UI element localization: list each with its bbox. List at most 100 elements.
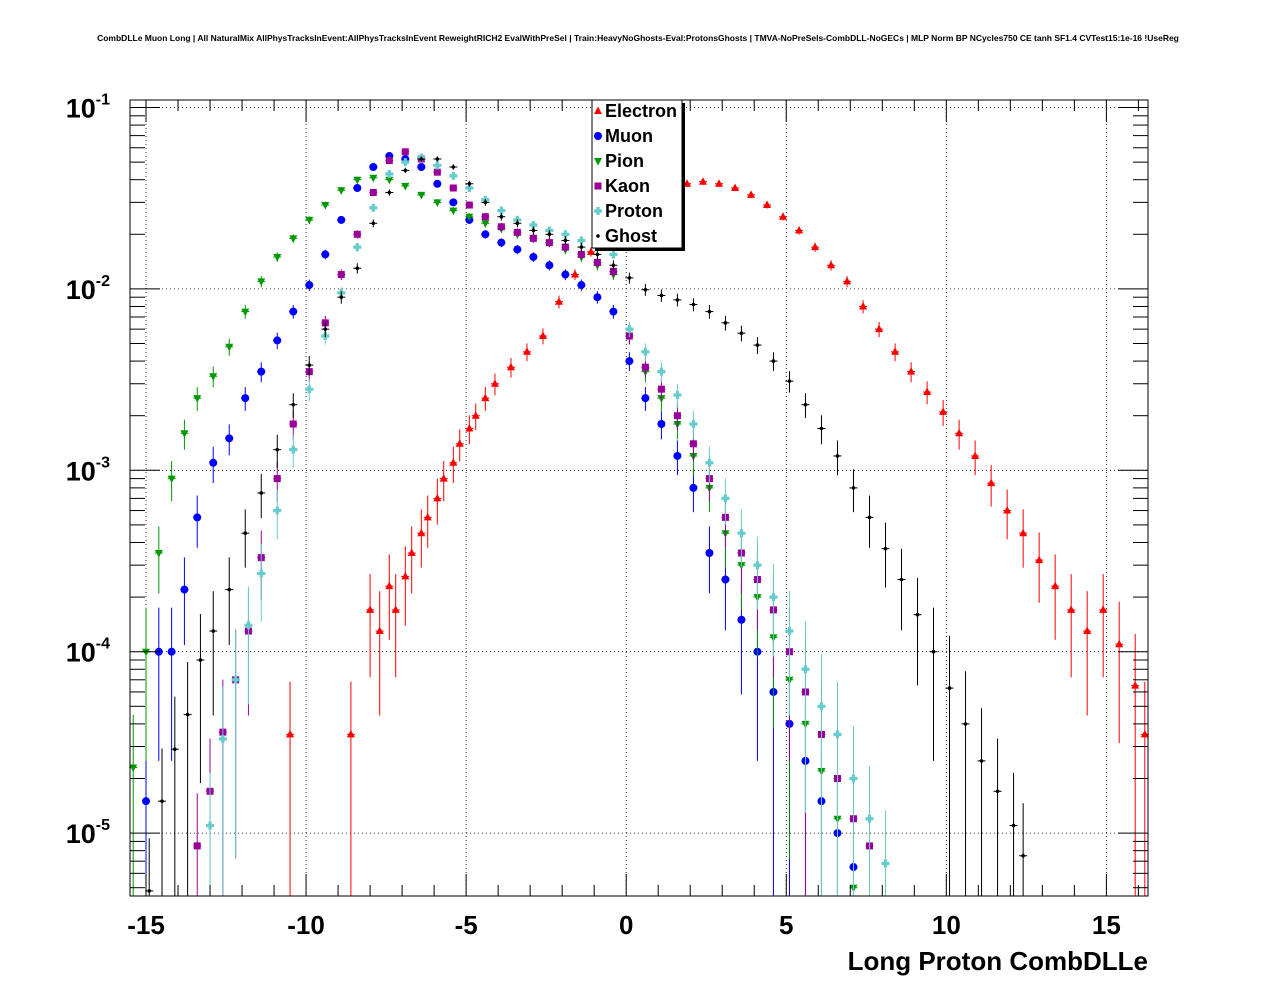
ghost-point	[185, 712, 190, 717]
ghost-point	[627, 276, 632, 280]
ghost-point	[515, 221, 520, 226]
series-muon	[142, 152, 858, 896]
proton-point	[817, 702, 826, 711]
y-tick-label: 10-4	[66, 636, 110, 668]
y-tick-label: 10-5	[66, 817, 110, 849]
muon-point	[167, 647, 176, 656]
muon-point	[721, 575, 730, 584]
electron-point	[907, 367, 916, 375]
muon-point	[289, 307, 298, 316]
muon-point	[449, 198, 458, 207]
ghost-point	[771, 359, 776, 363]
ghost-point	[867, 515, 872, 520]
legend-marker-proton	[594, 207, 603, 215]
ghost-point	[659, 293, 664, 298]
kaon-point	[465, 201, 473, 209]
muon-point	[241, 394, 250, 403]
pion-point	[465, 213, 474, 222]
ghost-point	[198, 658, 203, 662]
ghost-point	[611, 263, 616, 268]
electron-point	[439, 474, 448, 482]
electron-point	[465, 423, 474, 432]
proton-point	[218, 735, 227, 744]
muon-point	[577, 281, 586, 290]
ghost-point	[275, 447, 280, 452]
proton-point	[737, 529, 746, 538]
ghost-point	[675, 298, 680, 302]
kaon-point	[337, 271, 345, 279]
ghost-point	[371, 221, 376, 226]
legend-label-proton: Proton	[605, 201, 663, 221]
y-tick-label: 10-3	[66, 454, 110, 486]
kaon-point	[481, 213, 489, 221]
legend: Electron Muon Pion Kaon Proton Ghost	[591, 99, 685, 251]
pion-point	[321, 202, 330, 210]
electron-point	[859, 301, 868, 310]
electron-point	[1131, 681, 1140, 689]
electron-point	[286, 729, 295, 738]
x-tick-label: 5	[779, 910, 793, 940]
kaon-point	[545, 239, 553, 247]
proton-point	[369, 203, 378, 212]
legend-label-muon: Muon	[605, 126, 653, 146]
proton-point	[257, 569, 266, 578]
electron-point	[570, 270, 579, 278]
kaon-point	[289, 420, 297, 428]
proton-point	[385, 169, 394, 178]
muon-point	[209, 458, 218, 467]
electron-point	[449, 458, 458, 466]
legend-marker-ghost	[596, 234, 600, 238]
ghost-point	[643, 287, 648, 292]
muon-point	[417, 162, 426, 171]
electron-point	[1019, 528, 1028, 537]
electron-point	[827, 260, 836, 269]
electron-point	[1051, 581, 1060, 590]
ghost-point	[173, 747, 177, 752]
ghost-point	[547, 232, 552, 237]
ghost-point	[851, 486, 856, 490]
x-axis-label: Long Proton CombDLLe	[848, 946, 1148, 976]
proton-point	[244, 621, 253, 630]
electron-point	[923, 387, 932, 396]
ghost-point	[259, 491, 264, 495]
series-layer	[129, 148, 1149, 896]
pion-point	[337, 187, 346, 195]
proton-point	[769, 593, 778, 602]
series-proton	[206, 153, 890, 896]
electron-point	[1140, 729, 1149, 738]
muon-point	[641, 394, 650, 403]
ghost-point	[403, 168, 408, 173]
proton-point	[273, 506, 282, 515]
muon-point	[481, 230, 490, 239]
pion-point	[417, 191, 426, 200]
ghost-point	[739, 331, 744, 335]
ghost-point	[483, 200, 488, 205]
pion-point	[180, 430, 189, 438]
proton-point	[625, 325, 634, 334]
muon-point	[545, 261, 554, 270]
muon-point	[625, 357, 634, 366]
muon-point	[305, 281, 314, 290]
pion-point	[193, 395, 202, 403]
y-tick-label: 10-1	[66, 92, 110, 124]
proton-point	[657, 367, 666, 376]
electron-point	[471, 411, 480, 419]
kaon-point	[369, 188, 377, 196]
electron-point	[423, 512, 432, 521]
pion-point	[225, 343, 234, 352]
electron-point	[366, 605, 375, 613]
muon-point	[337, 215, 346, 224]
kaon-point	[641, 363, 649, 371]
ghost-point	[835, 454, 840, 458]
ghost-point	[883, 546, 888, 551]
ghost-point	[243, 531, 248, 536]
proton-point	[705, 458, 714, 467]
muon-point	[593, 293, 602, 302]
ghost-point	[787, 379, 792, 383]
electron-point	[375, 626, 384, 635]
muon-point	[497, 238, 506, 247]
electron-point	[939, 407, 948, 415]
muon-point	[705, 549, 714, 558]
electron-point	[455, 439, 464, 447]
electron-point	[843, 276, 852, 285]
